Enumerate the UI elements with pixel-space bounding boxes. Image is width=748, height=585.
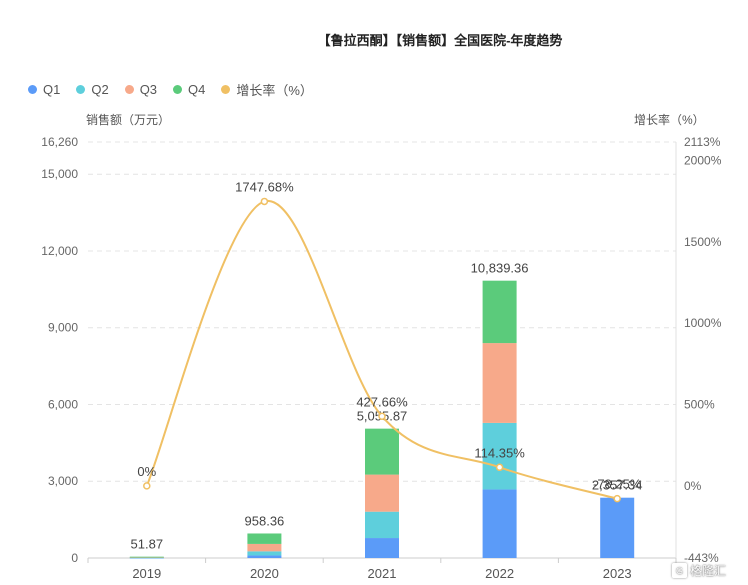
legend-dot-q3 (124, 85, 134, 94)
bar-q2-2020 (247, 551, 282, 556)
bar-q4-2020 (247, 533, 282, 544)
legend-item-q4[interactable]: Q4 (173, 80, 205, 99)
y2-tick-label: 1500% (684, 235, 722, 249)
legend-label-growth: 增长率（%） (236, 83, 313, 98)
growth-rate-point (143, 482, 151, 490)
legend-item-q1[interactable]: Q1 (28, 80, 60, 99)
x-tick-label: 2023 (603, 566, 632, 581)
y2-tick-label: 2000% (684, 153, 722, 167)
y-tick-label: 6,000 (48, 397, 78, 411)
bar-total-label: 10,839.36 (471, 261, 529, 276)
y-axis-title: 销售额（万元） (86, 113, 171, 127)
legend-dot-q4 (173, 85, 183, 94)
bar-q1-2022 (482, 489, 517, 558)
watermark: G 格隆汇 (672, 562, 726, 579)
bar-q4-2021 (365, 428, 399, 475)
bar-q4-2022 (482, 280, 517, 344)
bar-q3-2019 (129, 557, 164, 558)
chart-title: 【鲁拉西酮】【销售额】全国医院-年度趋势 (317, 33, 563, 48)
growth-rate-label: -78.25% (593, 477, 642, 492)
legend-dot-q2 (76, 85, 86, 94)
legend-label-q3: Q3 (139, 82, 158, 97)
y2-tick-label: 2113% (684, 135, 721, 149)
bar-total-label: 958.36 (245, 513, 285, 528)
legend-label-q2: Q2 (91, 82, 109, 97)
bar-total-label: 2,357.34 (592, 478, 643, 493)
y2-tick-label: 1000% (684, 316, 722, 330)
bar-total-label: 51.87 (131, 537, 164, 552)
x-tick-label: 2020 (250, 566, 279, 581)
x-tick-label: 2021 (368, 566, 397, 581)
legend-dot-growth (221, 85, 231, 94)
y-tick-label: 16,260 (41, 135, 78, 149)
growth-rate-label: 114.35% (474, 445, 525, 460)
bar-q4-2019 (129, 556, 164, 558)
legend-item-growth[interactable]: 增长率（%） (221, 80, 313, 99)
y2-tick-label: 500% (684, 398, 715, 412)
y2-axis-title: 增长率（%） (634, 113, 705, 127)
x-tick-label: 2019 (132, 566, 161, 581)
bar-q1-2020 (247, 555, 282, 558)
growth-rate-point (613, 494, 621, 503)
y-tick-label: 15,000 (41, 167, 78, 181)
growth-rate-label: 0% (137, 464, 156, 479)
legend: Q1 Q2 Q3 Q4 增长率（%） (28, 80, 313, 99)
bar-q3-2022 (482, 343, 517, 423)
legend-item-q3[interactable]: Q3 (124, 80, 158, 99)
growth-rate-label: 427.66% (356, 394, 408, 409)
y-tick-label: 0 (71, 551, 78, 565)
y2-tick-label: -443% (684, 551, 719, 565)
legend-item-q2[interactable]: Q2 (76, 80, 109, 99)
growth-rate-point (260, 197, 269, 206)
bar-q3-2020 (247, 543, 282, 552)
x-tick-label: 2022 (485, 566, 514, 581)
bar-q1-2023 (600, 497, 635, 558)
y-tick-label: 12,000 (41, 244, 78, 258)
bar-q3-2021 (365, 474, 399, 512)
growth-rate-label: 1747.68% (235, 179, 294, 194)
legend-dot-q1 (28, 85, 37, 94)
bar-q1-2021 (365, 538, 399, 558)
y-tick-label: 3,000 (48, 474, 78, 488)
growth-rate-point (378, 412, 386, 421)
watermark-text: 格隆汇 (690, 564, 727, 578)
growth-rate-line (145, 200, 618, 500)
bar-q2-2022 (482, 422, 517, 490)
y-tick-label: 9,000 (48, 321, 78, 335)
legend-label-q1: Q1 (43, 82, 61, 97)
watermark-logo: G (672, 563, 687, 578)
y2-tick-label: 0% (684, 479, 702, 493)
legend-label-q4: Q4 (188, 82, 206, 97)
growth-rate-point (495, 463, 504, 472)
bar-q2-2021 (365, 511, 399, 539)
